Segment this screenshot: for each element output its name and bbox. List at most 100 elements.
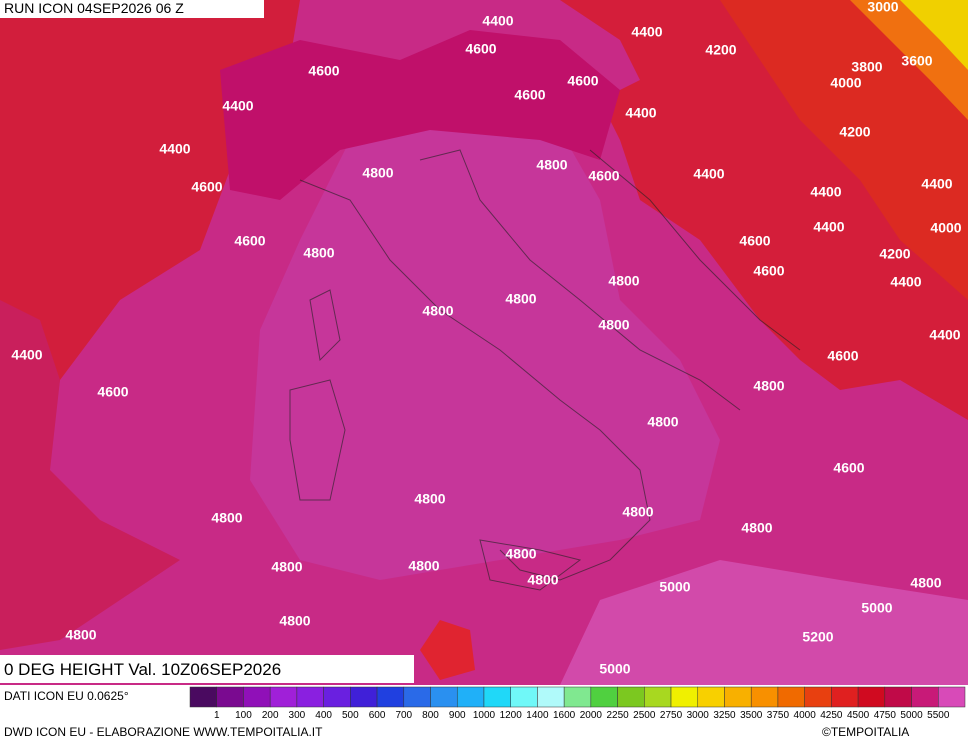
contour-label: 4800 [65,627,96,643]
legend-swatch [510,686,538,708]
legend-swatch [777,686,805,708]
contour-label: 4400 [631,24,662,40]
legend-label: 1 [214,710,220,721]
legend-swatch [938,686,966,708]
legend-label: 4000 [794,710,817,721]
contour-label: 4800 [536,157,567,173]
contour-label: 4000 [830,75,861,91]
field-box [0,655,414,683]
contour-label: 3800 [851,59,882,75]
contour-label: 4200 [705,42,736,58]
contour-label: 4600 [567,73,598,89]
source: DATI ICON EU 0.0625° [4,689,129,703]
legend-swatch [350,686,378,708]
legend-swatch [697,686,725,708]
contour-label: 3600 [901,53,932,69]
contour-label: 4600 [465,41,496,57]
contour-label: 4800 [622,504,653,520]
legend-swatch [323,686,351,708]
legend-swatch [296,686,324,708]
legend-swatch [617,686,645,708]
legend-label: 3250 [713,710,736,721]
contour-label: 4800 [408,558,439,574]
legend-swatch [456,686,485,708]
contour-label: 4400 [625,105,656,121]
legend-swatch [670,686,699,708]
legend-label: 5500 [927,710,950,721]
contour-label: 4800 [505,291,536,307]
legend-label: 700 [395,710,412,721]
legend-swatch [644,686,672,708]
field-title: 0 DEG HEIGHT Val. 10Z06SEP2026 [4,660,281,679]
credit: DWD ICON EU - ELABORAZIONE WWW.TEMPOITAL… [4,725,323,739]
contour-label: 3000 [867,0,898,15]
legend-label: 4250 [820,710,843,721]
legend-label: 200 [262,710,279,721]
legend-swatch [831,686,859,708]
contour-label: 4800 [741,520,772,536]
legend-label: 1200 [500,710,523,721]
contour-label: 4600 [833,460,864,476]
contour-label: 4800 [279,613,310,629]
legend-swatch [216,686,244,708]
contour-label: 4600 [234,233,265,249]
contour-label: 4600 [588,168,619,184]
legend-swatch [243,686,271,708]
legend-swatch [884,686,912,708]
contour-label: 4400 [482,13,513,29]
legend-label: 2000 [580,710,603,721]
contour-label: 4800 [414,491,445,507]
contour-label: 4400 [693,166,724,182]
contour-label: 5000 [659,579,690,595]
contour-label: 4800 [647,414,678,430]
legend-label: 3000 [687,710,710,721]
legend-swatch [430,686,458,708]
legend-label: 4750 [874,710,897,721]
legend-label: 5000 [900,710,923,721]
contour-label: 4800 [303,245,334,261]
contour-label: 5000 [861,600,892,616]
legend-label: 2250 [606,710,629,721]
legend-label: 300 [289,710,306,721]
legend-swatch [537,686,565,708]
legend-swatch [269,686,298,708]
contour-label: 4200 [839,124,870,140]
copyright: ©TEMPOITALIA [822,725,909,739]
contour-label: 4400 [11,347,42,363]
legend-label: 1600 [553,710,576,721]
legend-swatch [857,686,886,708]
contour-label: 4800 [505,546,536,562]
contour-label: 4200 [879,246,910,262]
legend-swatch [911,686,939,708]
contour-label: 4400 [921,176,952,192]
legend-label: 1400 [526,710,549,721]
legend-swatch [563,686,592,708]
legend-swatch [189,686,217,708]
run-title: RUN ICON 04SEP2026 06 Z [4,0,184,16]
contour-label: 4400 [929,327,960,343]
contour-label: 4400 [810,184,841,200]
contour-label: 4400 [890,274,921,290]
map [0,0,968,685]
contour-label: 4600 [739,233,770,249]
contour-label: 4000 [930,220,961,236]
header-box [0,0,264,18]
legend-swatch [483,686,511,708]
contour-label: 4400 [159,141,190,157]
legend-label: 3750 [767,710,790,721]
contour-label: 5000 [599,661,630,677]
legend-label: 400 [315,710,332,721]
legend-swatch [590,686,618,708]
legend-label: 1000 [473,710,496,721]
contour-label: 5200 [802,629,833,645]
contour-label: 4800 [422,303,453,319]
legend-label: 3500 [740,710,763,721]
contour-label: 4800 [598,317,629,333]
contour-label: 4800 [211,510,242,526]
contour-label: 4800 [910,575,941,591]
contour-label: 4800 [608,273,639,289]
contour-label: 4600 [753,263,784,279]
